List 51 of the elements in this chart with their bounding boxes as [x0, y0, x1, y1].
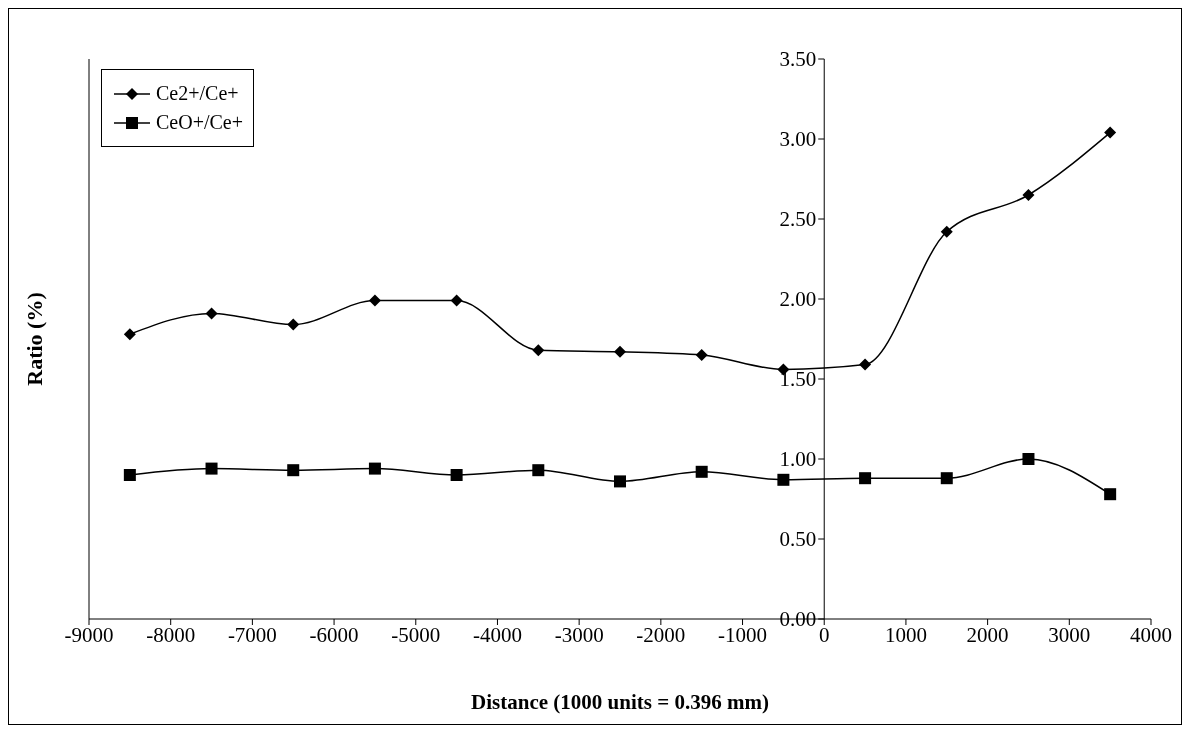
point — [287, 464, 300, 477]
y-tick-label: 0.00 — [779, 607, 817, 632]
x-tick-label: -3000 — [554, 622, 604, 647]
point — [859, 358, 872, 371]
point — [532, 464, 545, 477]
point — [1022, 453, 1035, 465]
point — [205, 307, 218, 320]
point — [287, 318, 300, 331]
x-tick-label: -2000 — [636, 622, 686, 647]
point — [450, 469, 463, 481]
x-tick-label: -6000 — [309, 622, 359, 647]
point — [532, 344, 545, 357]
point — [123, 469, 136, 481]
y-tick-label: 1.50 — [779, 367, 817, 392]
point — [450, 294, 463, 307]
y-tick-label: 0.50 — [779, 527, 817, 552]
x-tick-label: 3000 — [1048, 622, 1091, 647]
point — [859, 472, 872, 485]
x-tick-label: 4000 — [1130, 622, 1172, 647]
y-tick-label: 2.00 — [779, 287, 817, 312]
point — [1104, 488, 1117, 501]
point — [940, 472, 953, 485]
legend-label: CeO+/Ce+ — [156, 111, 243, 134]
y-tick-label: 2.50 — [779, 207, 817, 232]
x-tick-label: 0 — [818, 622, 830, 647]
x-tick-label: -4000 — [472, 622, 522, 647]
x-tick-label: -1000 — [718, 622, 768, 647]
point — [368, 294, 381, 307]
x-axis-title: Distance (1000 units = 0.396 mm) — [471, 690, 769, 714]
point — [1104, 126, 1117, 139]
point — [940, 225, 953, 238]
point — [777, 473, 790, 486]
y-axis-title: Ratio (%) — [21, 292, 47, 386]
point — [695, 465, 708, 478]
x-tick-label: -9000 — [64, 622, 114, 647]
point — [368, 462, 381, 475]
point — [695, 349, 708, 361]
x-tick-label: -8000 — [146, 622, 196, 647]
x-tick-label: -5000 — [391, 622, 441, 647]
point — [205, 462, 218, 475]
y-tick-label: 3.50 — [779, 47, 817, 72]
point — [614, 475, 626, 488]
legend-label: Ce2+/Ce+ — [156, 82, 239, 105]
point — [614, 345, 626, 358]
x-tick-label: -7000 — [227, 622, 277, 647]
x-tick-label: 2000 — [966, 622, 1009, 647]
point — [123, 328, 136, 341]
y-tick-label: 1.00 — [779, 447, 817, 472]
x-tick-label: 1000 — [884, 622, 927, 647]
y-tick-label: 3.00 — [779, 127, 817, 152]
point — [1022, 189, 1035, 201]
